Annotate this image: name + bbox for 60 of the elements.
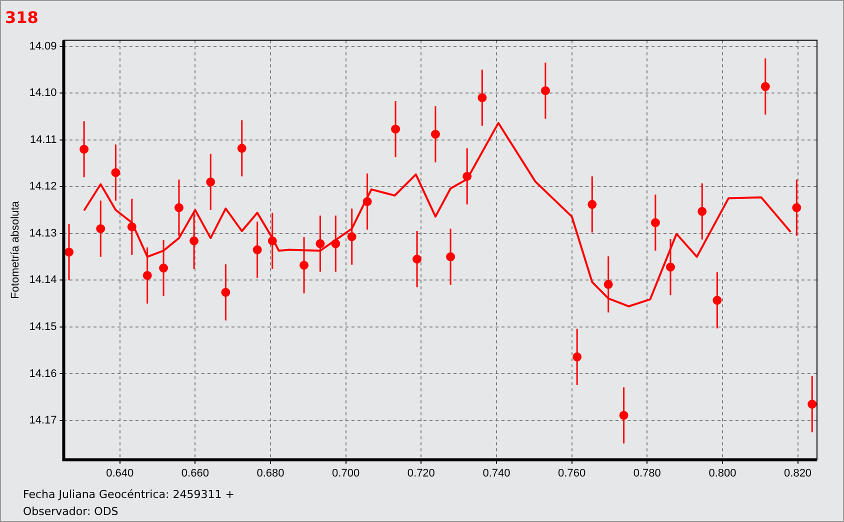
point	[64, 248, 74, 257]
point	[127, 222, 136, 232]
point	[111, 168, 120, 178]
point	[808, 400, 817, 409]
point	[268, 236, 277, 246]
point	[362, 197, 372, 206]
y-axis-title: Fotometría absoluta	[10, 200, 22, 299]
point	[540, 86, 550, 96]
x-tick-label: 0.780	[633, 467, 661, 480]
x-tick-label: 0.740	[482, 467, 510, 480]
point	[159, 264, 168, 273]
point	[300, 260, 309, 270]
point	[619, 410, 628, 420]
y-tick-label: 14.10	[29, 87, 57, 100]
point	[347, 232, 356, 242]
x-tick-label: 0.640	[106, 467, 134, 480]
point	[698, 206, 707, 216]
point	[572, 352, 582, 362]
y-tick-label: 14.15	[29, 320, 57, 333]
point	[430, 130, 440, 139]
x-tick-label: 0.700	[332, 467, 360, 480]
y-tick-label: 14.12	[29, 180, 57, 193]
y-tick-label: 14.14	[29, 274, 57, 286]
point	[316, 239, 325, 248]
x-tick-label: 0.720	[407, 467, 435, 480]
y-tick-label: 14.09	[29, 40, 57, 52]
point	[252, 245, 262, 254]
point	[760, 82, 770, 92]
point	[792, 203, 802, 212]
point	[331, 239, 340, 248]
x-tick-label: 0.680	[256, 467, 284, 480]
point	[174, 203, 184, 212]
point	[80, 144, 89, 154]
y-tick-label: 14.13	[29, 227, 57, 240]
chart-title: 318	[5, 8, 38, 27]
point	[650, 218, 660, 228]
point	[604, 280, 613, 289]
point	[96, 224, 106, 234]
point	[190, 236, 199, 246]
text: Observador: ODS	[23, 505, 118, 518]
y-tick-label: 14.11	[30, 134, 57, 146]
x-tick-label: 0.800	[708, 467, 736, 480]
x-tick-label: 0.660	[181, 467, 209, 480]
point	[391, 124, 400, 134]
x-tick-label: 0.820	[784, 467, 812, 480]
y-tick-label: 14.17	[29, 414, 57, 427]
point	[446, 252, 456, 262]
text: Fecha Juliana Geocéntrica: 2459311 +	[23, 488, 234, 501]
point	[666, 262, 675, 272]
y-tick-label: 14.16	[29, 368, 57, 380]
point	[142, 270, 152, 280]
point	[462, 172, 472, 181]
point	[412, 254, 422, 264]
point	[712, 296, 722, 305]
point	[237, 144, 246, 153]
x-tick-label: 0.760	[558, 467, 586, 480]
point	[206, 177, 216, 186]
point	[588, 200, 597, 209]
point	[221, 288, 230, 297]
point	[478, 93, 487, 102]
